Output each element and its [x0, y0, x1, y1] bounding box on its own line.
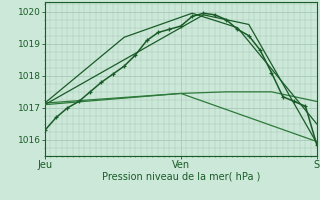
- X-axis label: Pression niveau de la mer( hPa ): Pression niveau de la mer( hPa ): [102, 172, 260, 182]
